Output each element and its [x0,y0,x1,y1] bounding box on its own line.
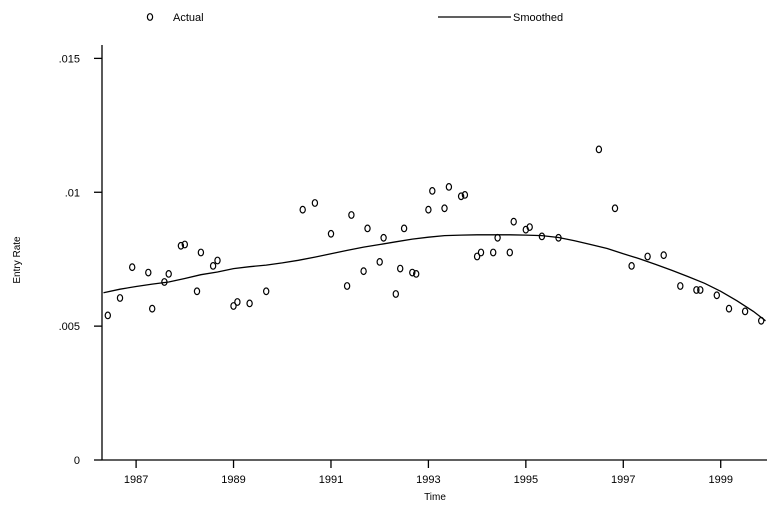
x-axis: 1987 1989 1991 1993 1995 1997 1999 Time [102,459,767,503]
y-tick-label: .015 [59,53,80,65]
actual-markers [104,145,765,325]
data-point [611,204,619,213]
data-point [526,223,533,232]
data-point [263,287,270,296]
data-point [490,248,497,257]
data-point [628,262,635,270]
data-point [246,299,253,308]
x-ticks: 1987 1989 1991 1993 1995 1997 1999 [124,460,733,486]
data-point [165,270,172,278]
x-axis-label: Time [424,492,446,503]
data-point [494,233,501,242]
legend-actual-marker [146,13,154,21]
data-point [348,211,355,219]
data-point [644,252,651,261]
data-point [193,287,201,296]
x-tick-label: 1991 [319,474,343,486]
data-point [713,291,721,300]
legend-smoothed-label: Smoothed [513,12,563,24]
data-point [441,204,448,213]
data-point [741,307,749,316]
x-tick-label: 1995 [514,474,538,486]
data-point [209,262,217,270]
data-point [473,252,481,261]
data-point [510,217,517,226]
x-tick-label: 1987 [124,474,148,486]
data-point [234,298,241,306]
data-point [461,190,469,199]
data-point [477,248,485,257]
y-axis: 0 .005 .01 .015 Entry Rate [12,45,103,467]
data-point [380,233,387,242]
data-point [148,304,156,313]
data-point [429,186,436,195]
data-point [758,316,765,325]
y-tick-label: .01 [65,187,80,199]
data-point [327,229,335,238]
data-point [311,199,319,207]
plot-area [103,145,766,325]
data-point [538,232,546,241]
data-point [116,294,124,302]
data-point [392,290,399,298]
data-point [397,264,404,273]
data-point [413,270,420,278]
data-point [181,240,188,249]
smoothed-line [103,234,766,322]
legend-actual-label: Actual [173,12,204,24]
data-point [214,256,221,265]
data-point [425,205,432,214]
y-axis-label: Entry Rate [12,236,23,284]
data-point [595,145,603,154]
data-point [364,224,371,233]
data-point [555,233,562,242]
data-point [725,304,733,313]
data-point [128,263,136,272]
data-point [376,258,383,266]
data-point [197,248,205,257]
data-point [343,282,351,290]
data-point [693,286,700,294]
legend: Actual Smoothed [146,12,563,24]
data-point [145,268,152,277]
y-tick-label: .005 [59,321,80,333]
data-point [445,182,453,191]
data-point [177,241,185,250]
data-point [400,224,408,233]
data-point [457,192,465,201]
data-point [161,278,168,286]
x-tick-label: 1997 [611,474,635,486]
data-point [677,282,684,290]
data-point [299,205,306,214]
data-point [104,311,112,320]
data-point [230,302,237,310]
data-point [660,251,667,260]
data-point [360,267,367,276]
y-ticks: 0 .005 .01 .015 [59,53,102,467]
x-tick-label: 1999 [708,474,732,486]
data-point [506,248,513,257]
y-tick-label: 0 [74,455,80,467]
x-tick-label: 1989 [221,474,245,486]
data-point [409,268,416,277]
x-tick-label: 1993 [416,474,440,486]
data-point [697,286,704,294]
